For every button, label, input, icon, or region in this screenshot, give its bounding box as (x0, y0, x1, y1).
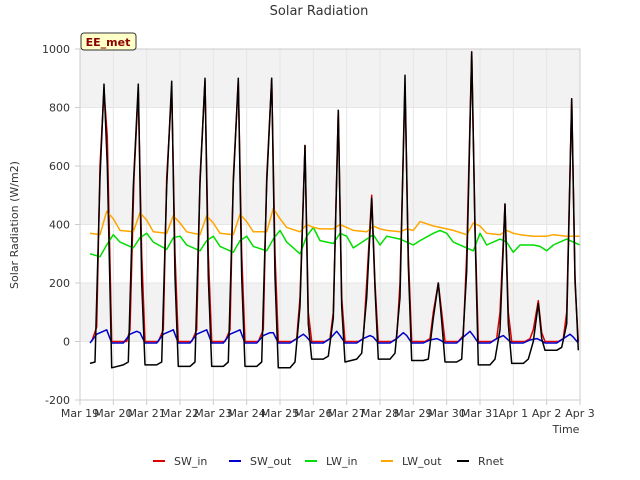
x-tick-label: Apr 2 (532, 407, 562, 420)
x-tick-label: Mar 25 (261, 407, 299, 420)
legend-label: LW_out (402, 455, 442, 468)
grid-band (80, 49, 580, 108)
y-tick-label: 1000 (42, 43, 70, 56)
legend-label: SW_out (250, 455, 292, 468)
y-axis-label: Solar Radiation (W/m2) (8, 161, 21, 289)
x-tick-label: Mar 29 (394, 407, 432, 420)
y-tick-label: 0 (63, 336, 70, 349)
x-axis-label: Time (552, 423, 580, 436)
x-tick-label: Mar 24 (228, 407, 266, 420)
annotation-badge: EE_met (80, 32, 137, 51)
series-line-rnet (89, 51, 580, 369)
grid-band (80, 166, 580, 225)
y-tick-label: 600 (49, 160, 70, 173)
x-tick-label: Mar 21 (128, 407, 166, 420)
x-tick-label: Mar 23 (194, 407, 232, 420)
series-lines (89, 51, 581, 369)
legend-label: LW_in (326, 455, 358, 468)
plot-border (79, 48, 581, 401)
x-tick-label: Apr 3 (565, 407, 595, 420)
x-tick-label: Mar 22 (161, 407, 199, 420)
series-line-sw-out (89, 329, 579, 344)
x-tick-label: Mar 28 (361, 407, 399, 420)
x-tick-label: Mar 19 (61, 407, 99, 420)
x-tick-label: Apr 1 (499, 407, 529, 420)
legend-label: SW_in (174, 455, 207, 468)
legend: SW_in SW_out LW_in LW_out Rnet (153, 455, 504, 468)
x-tick-label: Mar 26 (294, 407, 332, 420)
legend-label: Rnet (478, 455, 504, 468)
x-tick-label: Mar 31 (461, 407, 499, 420)
chart-title: Solar Radiation (270, 4, 369, 19)
y-tick-label: -200 (45, 394, 70, 407)
x-tick-label: Mar 27 (328, 407, 366, 420)
y-tick-label: 400 (49, 219, 70, 232)
annotation-text: EE_met (86, 36, 131, 49)
x-tick-label: Mar 20 (94, 407, 132, 420)
y-tick-label: 800 (49, 102, 70, 115)
x-tick-label: Mar 30 (428, 407, 466, 420)
series-line-lw-in (89, 226, 581, 258)
y-tick-label: 200 (49, 277, 70, 290)
series-line-lw-out (89, 207, 580, 237)
y-axis: -200 0 200 400 600 800 1000 (42, 43, 80, 407)
